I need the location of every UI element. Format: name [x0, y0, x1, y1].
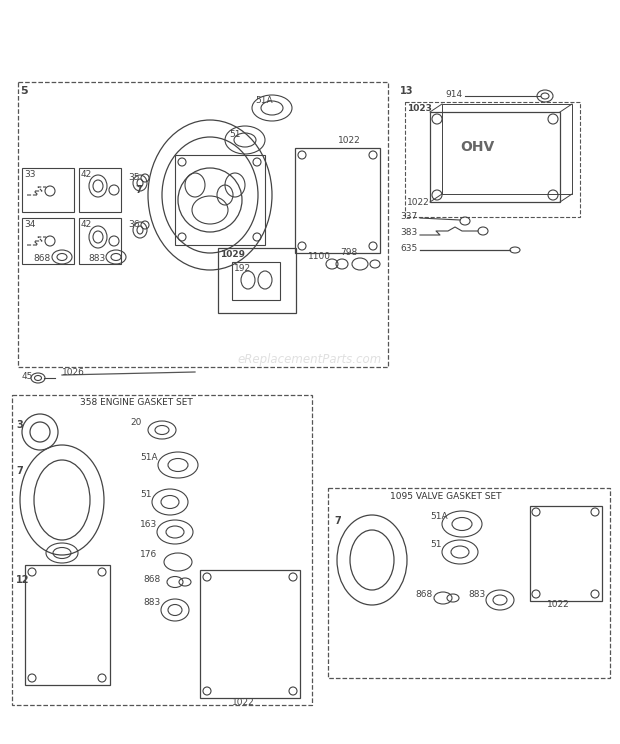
Text: 12: 12	[16, 575, 30, 585]
Text: 914: 914	[445, 90, 462, 99]
Bar	[18, 82, 388, 367]
Text: 1095 VALVE GASKET SET: 1095 VALVE GASKET SET	[390, 492, 502, 501]
Text: 883: 883	[468, 590, 485, 599]
Text: 1022: 1022	[232, 698, 255, 707]
Bar	[218, 248, 296, 313]
Bar	[328, 488, 610, 678]
Bar	[79, 168, 121, 212]
Text: 1100: 1100	[308, 252, 331, 261]
Text: 42: 42	[81, 220, 92, 229]
Bar	[12, 395, 312, 705]
Bar	[430, 112, 560, 202]
Bar	[530, 506, 602, 601]
Bar	[232, 262, 280, 300]
Text: 42: 42	[81, 170, 92, 179]
Text: 1023: 1023	[407, 104, 432, 113]
Bar	[25, 565, 110, 685]
Text: 20: 20	[130, 418, 141, 427]
Bar	[295, 148, 380, 253]
Bar	[79, 218, 121, 264]
Text: 34: 34	[24, 220, 35, 229]
Text: 33: 33	[24, 170, 35, 179]
Text: eReplacementParts.com: eReplacementParts.com	[238, 353, 382, 367]
Text: 883: 883	[143, 598, 160, 607]
Bar	[200, 570, 300, 698]
Text: 13: 13	[400, 86, 414, 96]
Text: 7: 7	[16, 466, 23, 476]
Text: 7: 7	[334, 516, 341, 526]
Text: 45: 45	[22, 372, 33, 381]
Bar	[405, 102, 580, 217]
Bar	[22, 168, 74, 212]
Text: 383: 383	[400, 228, 417, 237]
Bar	[175, 155, 265, 245]
Text: 358 ENGINE GASKET SET: 358 ENGINE GASKET SET	[80, 398, 193, 407]
Bar	[22, 218, 74, 264]
Text: 51: 51	[140, 490, 151, 499]
Text: 868: 868	[33, 254, 50, 263]
Text: 868: 868	[143, 575, 160, 584]
Text: 5: 5	[20, 86, 28, 96]
Text: 51A: 51A	[255, 96, 273, 105]
Text: 883: 883	[88, 254, 105, 263]
Text: 163: 163	[140, 520, 157, 529]
Text: 1029: 1029	[220, 250, 245, 259]
Bar	[442, 104, 572, 194]
Text: 51A: 51A	[140, 453, 157, 462]
Text: 35: 35	[128, 173, 140, 182]
Text: 635: 635	[400, 244, 417, 253]
Text: 36: 36	[128, 220, 140, 229]
Text: 337: 337	[400, 212, 417, 221]
Text: 1026: 1026	[62, 368, 85, 377]
Text: 7: 7	[135, 185, 142, 195]
Text: 1022: 1022	[547, 600, 570, 609]
Text: 51: 51	[430, 540, 441, 549]
Text: 798: 798	[340, 248, 357, 257]
Text: 176: 176	[140, 550, 157, 559]
Text: 51: 51	[229, 130, 241, 139]
Text: 868: 868	[415, 590, 432, 599]
Text: 1022: 1022	[338, 136, 361, 145]
Text: 192: 192	[234, 264, 251, 273]
Text: OHV: OHV	[460, 140, 494, 154]
Text: 1022: 1022	[407, 198, 430, 207]
Text: 51A: 51A	[430, 512, 448, 521]
Text: 3: 3	[16, 420, 23, 430]
